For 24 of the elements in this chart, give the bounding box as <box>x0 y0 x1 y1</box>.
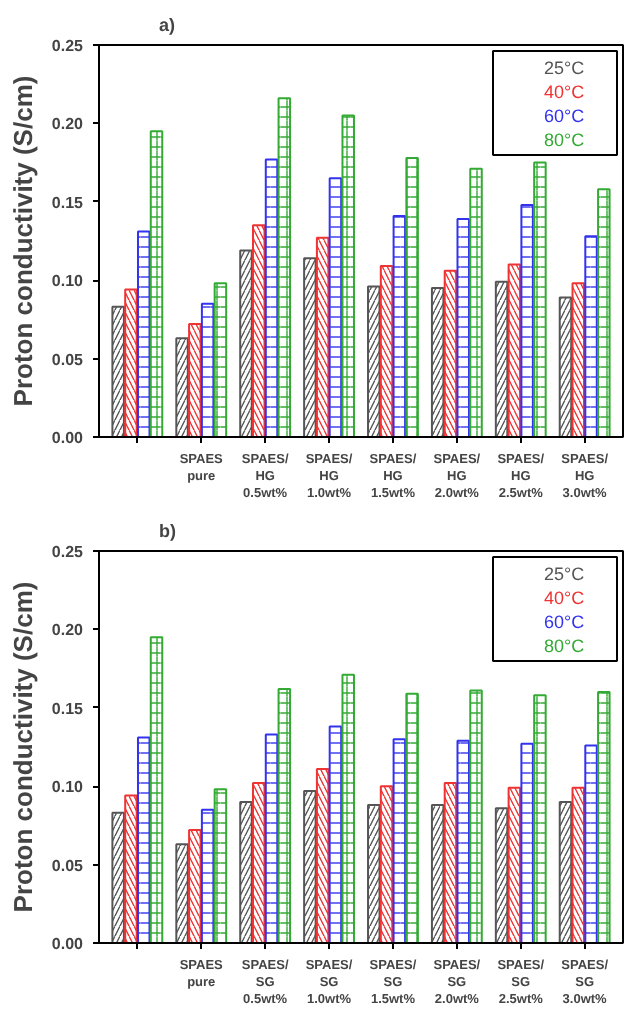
y-tick-label: 0.25 <box>51 543 85 561</box>
y-tick-label: 0.00 <box>51 429 85 447</box>
y-tick-label: 0.25 <box>51 37 85 55</box>
y-tick-label: 0.15 <box>51 699 85 718</box>
series-label: 80°C <box>544 130 585 150</box>
y-tick-label: 0.20 <box>51 115 85 134</box>
text: 80°C <box>544 636 585 656</box>
y-tick-label: 0.05 <box>51 856 85 875</box>
y-tick-label: 0.20 <box>51 621 85 640</box>
text: 40°C <box>544 588 585 608</box>
chart-title: b) <box>159 521 176 541</box>
chart-title: a) <box>159 15 176 35</box>
text: 25°C <box>544 564 585 584</box>
y-tick-label: 0.15 <box>51 193 85 212</box>
text: 25°C <box>544 58 585 78</box>
y-axis-title: Proton conductivity (S/cm) <box>7 75 38 407</box>
y-axis-title: Proton conductivity (S/cm) <box>7 581 38 913</box>
text: 60°C <box>544 612 585 632</box>
y-tick-label: 0.10 <box>51 272 85 291</box>
y-tick-label: 0.10 <box>51 778 85 797</box>
text: 40°C <box>544 82 585 102</box>
y-tick-label: 0.05 <box>51 350 85 369</box>
text: 60°C <box>544 106 585 126</box>
y-tick-label: 0.00 <box>51 935 85 953</box>
